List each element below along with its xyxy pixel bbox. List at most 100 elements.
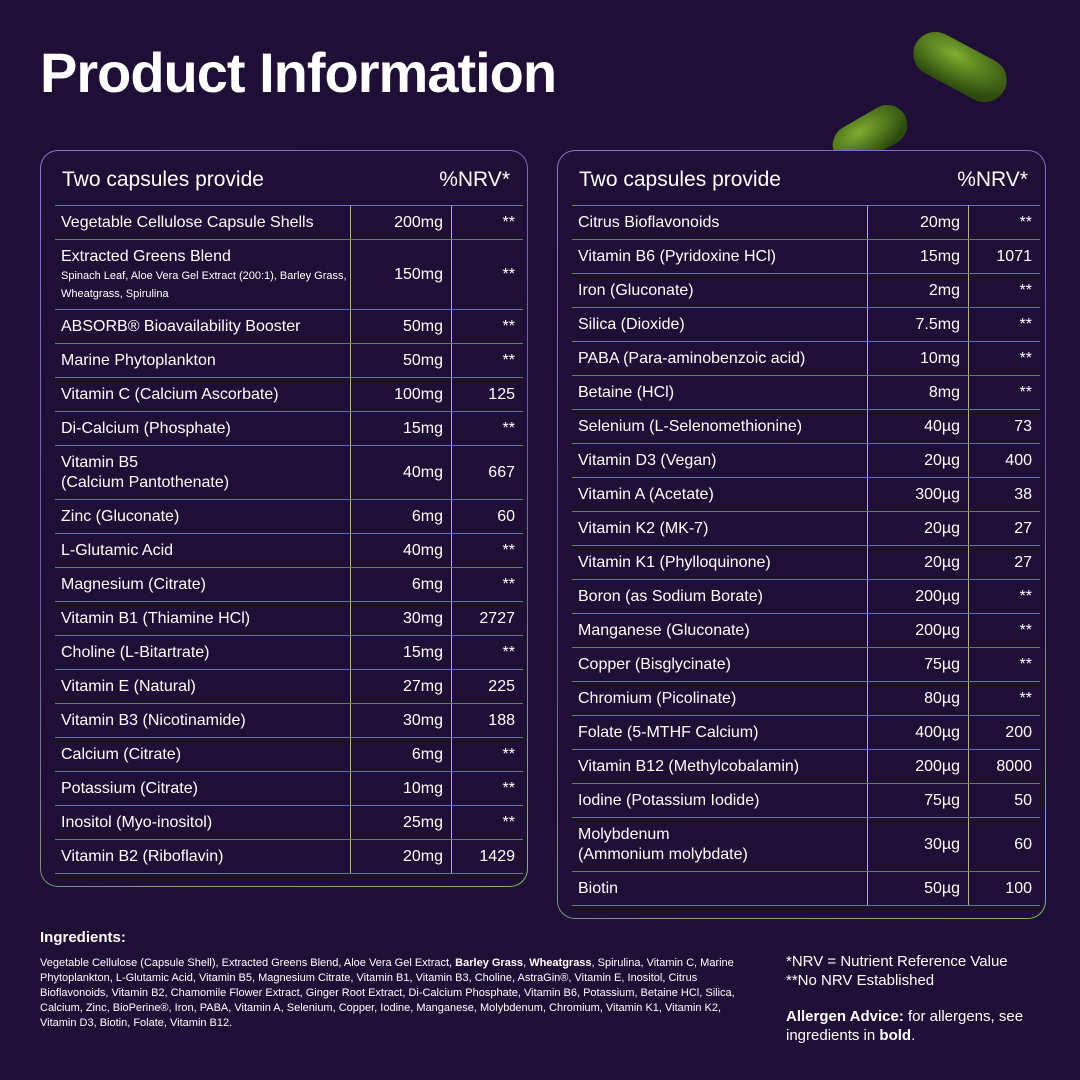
nutrient-amount: 80µg xyxy=(867,681,969,716)
nutrient-name: Iron (Gluconate) xyxy=(572,273,868,308)
nutrient-label: Vitamin B3 (Nicotinamide) xyxy=(61,712,246,729)
nutrient-nrv: 400 xyxy=(968,443,1040,478)
table-row: Extracted Greens Blend Spinach Leaf, Aloe… xyxy=(55,239,523,310)
nutrient-nrv: 8000 xyxy=(968,749,1040,784)
nutrient-amount: 20µg xyxy=(867,511,969,546)
nutrient-name: Manganese (Gluconate) xyxy=(572,613,868,648)
nutrient-amount: 20µg xyxy=(867,545,969,580)
nutrient-amount: 15mg xyxy=(350,635,452,670)
nutrient-label: Vitamin C (Calcium Ascorbate) xyxy=(61,386,279,403)
nutrient-nrv: 1071 xyxy=(968,239,1040,274)
nutrient-nrv: 1429 xyxy=(451,839,523,874)
table-row: Di-Calcium (Phosphate) 15mg ** xyxy=(55,411,523,446)
nutrient-name: Potassium (Citrate) xyxy=(55,771,351,806)
nutrient-name: Di-Calcium (Phosphate) xyxy=(55,411,351,446)
text-segment: Allergen Advice: xyxy=(786,1008,904,1025)
panel-header: Two capsules provide xyxy=(62,168,264,191)
nutrient-name: Vitamin D3 (Vegan) xyxy=(572,443,868,478)
nutrient-name: Chromium (Picolinate) xyxy=(572,681,868,716)
nutrient-name: Biotin xyxy=(572,871,868,906)
nutrient-label: Vitamin K2 (MK-7) xyxy=(578,520,709,537)
nutrient-label: Silica (Dioxide) xyxy=(578,316,685,333)
table-row: Iron (Gluconate) 2mg ** xyxy=(572,273,1040,308)
nutrient-nrv: ** xyxy=(968,307,1040,342)
nutrient-label: Copper (Bisglycinate) xyxy=(578,656,731,673)
table-row: Folate (5-MTHF Calcium) 400µg 200 xyxy=(572,715,1040,750)
table-row: Silica (Dioxide) 7.5mg ** xyxy=(572,307,1040,342)
nutrient-amount: 20µg xyxy=(867,443,969,478)
nutrient-nrv: ** xyxy=(968,579,1040,614)
nutrient-label: Vitamin B5 (Calcium Pantothenate) xyxy=(61,454,230,491)
nutrient-nrv: 667 xyxy=(451,445,523,500)
table-row: Calcium (Citrate) 6mg ** xyxy=(55,737,523,772)
nutrient-label: Di-Calcium (Phosphate) xyxy=(61,420,231,437)
nutrient-nrv: ** xyxy=(451,205,523,240)
nutrient-amount: 6mg xyxy=(350,567,452,602)
nutrient-name: Vitamin B6 (Pyridoxine HCl) xyxy=(572,239,868,274)
text-segment: Vegetable Cellulose (Capsule Shell), Ext… xyxy=(40,957,456,969)
table-row: Betaine (HCl) 8mg ** xyxy=(572,375,1040,410)
nutrient-label: Calcium (Citrate) xyxy=(61,746,182,763)
nutrient-label: Vitamin A (Acetate) xyxy=(578,486,714,503)
nutrient-nrv: ** xyxy=(451,343,523,378)
table-body: Citrus Bioflavonoids 20mg ** Vitamin B6 (Py… xyxy=(572,205,1040,906)
nutrient-nrv: 125 xyxy=(451,377,523,412)
nutrient-name: Calcium (Citrate) xyxy=(55,737,351,772)
table-row: PABA (Para-aminobenzoic acid) 10mg ** xyxy=(572,341,1040,376)
nutrient-nrv: ** xyxy=(451,411,523,446)
nutrient-amount: 200µg xyxy=(867,579,969,614)
table-row: Vitamin C (Calcium Ascorbate) 100mg 125 xyxy=(55,377,523,412)
table-row: ABSORB® Bioavailability Booster 50mg ** xyxy=(55,309,523,344)
nutrient-name: ABSORB® Bioavailability Booster xyxy=(55,309,351,344)
nutrient-label: PABA (Para-aminobenzoic acid) xyxy=(578,350,806,367)
nutrient-name: Folate (5-MTHF Calcium) xyxy=(572,715,868,750)
capsules xyxy=(832,31,1007,165)
text-segment: Wheatgrass xyxy=(529,957,592,969)
nutrient-label: ABSORB® Bioavailability Booster xyxy=(61,318,301,335)
nutrient-name: Silica (Dioxide) xyxy=(572,307,868,342)
nutrient-label: Vegetable Cellulose Capsule Shells xyxy=(61,214,314,231)
nutrient-nrv: 200 xyxy=(968,715,1040,750)
allergen-advice: Allergen Advice: for allergens, see ingr… xyxy=(786,1007,1046,1045)
table-row: Molybdenum (Ammonium molybdate) 30µg 60 xyxy=(572,817,1040,872)
nutrient-label: Extracted Greens Blend xyxy=(61,248,231,265)
nutrient-amount: 200µg xyxy=(867,613,969,648)
nutrient-amount: 25mg xyxy=(350,805,452,840)
nutrient-nrv: ** xyxy=(451,533,523,568)
nutrient-nrv: ** xyxy=(968,613,1040,648)
nutrient-name: Marine Phytoplankton xyxy=(55,343,351,378)
nutrient-nrv: ** xyxy=(968,681,1040,716)
table-row: Zinc (Gluconate) 6mg 60 xyxy=(55,499,523,534)
nutrient-nrv: 60 xyxy=(451,499,523,534)
nutrient-nrv: 188 xyxy=(451,703,523,738)
nutrient-nrv: ** xyxy=(451,309,523,344)
nutrient-label: Betaine (HCl) xyxy=(578,384,675,401)
nutrient-name: Vitamin B12 (Methylcobalamin) xyxy=(572,749,868,784)
nutrient-label: Molybdenum (Ammonium molybdate) xyxy=(578,826,748,863)
nutrient-amount: 15mg xyxy=(867,239,969,274)
table-row: Biotin 50µg 100 xyxy=(572,871,1040,906)
text-segment: , xyxy=(523,957,530,969)
table-row: Potassium (Citrate) 10mg ** xyxy=(55,771,523,806)
nutrient-nrv: ** xyxy=(451,771,523,806)
nutrient-name: Selenium (L-Selenomethionine) xyxy=(572,409,868,444)
nutrient-amount: 7.5mg xyxy=(867,307,969,342)
nutrient-nrv: 60 xyxy=(968,817,1040,872)
nutrient-name: Vitamin C (Calcium Ascorbate) xyxy=(55,377,351,412)
table-body: Vegetable Cellulose Capsule Shells 200mg *… xyxy=(55,205,523,874)
nutrient-amount: 400µg xyxy=(867,715,969,750)
nutrient-name: L-Glutamic Acid xyxy=(55,533,351,568)
nutrient-label: Vitamin B12 (Methylcobalamin) xyxy=(578,758,800,775)
nutrient-amount: 40mg xyxy=(350,533,452,568)
nutrition-panel: Two capsules provide %NRV* Citrus Bioflavo… xyxy=(557,150,1046,919)
text-segment: , Spirulina, Vitamin C, Marine Phytoplan… xyxy=(40,957,735,1029)
nutrient-nrv: ** xyxy=(451,567,523,602)
nutrient-name: Vitamin K1 (Phylloquinone) xyxy=(572,545,868,580)
table-row: Vitamin E (Natural) 27mg 225 xyxy=(55,669,523,704)
nutrient-nrv: ** xyxy=(968,647,1040,682)
nutrient-label: Vitamin D3 (Vegan) xyxy=(578,452,717,469)
nutrient-name: Vitamin B5 (Calcium Pantothenate) xyxy=(55,445,351,500)
table-row: Vitamin B6 (Pyridoxine HCl) 15mg 1071 xyxy=(572,239,1040,274)
nutrient-nrv: ** xyxy=(968,273,1040,308)
nutrient-label: Folate (5-MTHF Calcium) xyxy=(578,724,759,741)
